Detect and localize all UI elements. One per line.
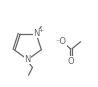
- Text: N: N: [24, 55, 31, 64]
- Text: O: O: [68, 57, 74, 66]
- Text: +: +: [38, 28, 43, 33]
- Text: N: N: [33, 29, 39, 38]
- Text: ⁻O: ⁻O: [55, 37, 66, 46]
